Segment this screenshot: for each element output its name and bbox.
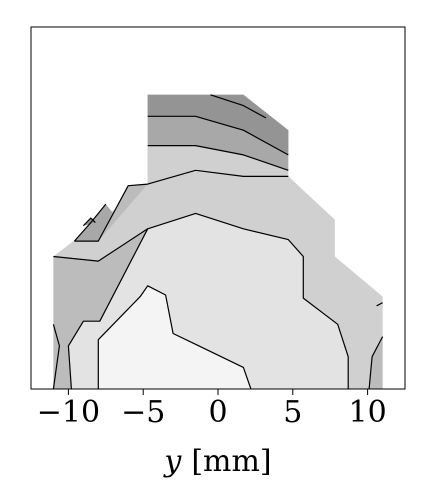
x-axis: −10 −5 0 5 10 [37,389,387,430]
x-axis-label: y [mm] [162,444,271,479]
contour-line-6 [74,169,289,242]
contour-line-11 [210,94,267,119]
contour-line-9 [147,145,289,171]
contour-region-9 [98,285,251,389]
contour-line-layer [52,94,384,389]
contour-region-1 [147,94,289,155]
contour-line-2 [97,285,252,389]
contour-line-4 [368,336,384,389]
x-tick-label: −5 [121,395,165,430]
contour-line-5 [376,302,383,307]
contour-region-7 [369,336,383,389]
contour-line-3 [52,324,61,389]
x-axis-variable: y [162,444,182,479]
contour-region-4 [98,184,148,242]
contour-fill-layer [53,94,383,389]
x-axis-unit: [mm] [191,444,271,479]
x-tick-label: 5 [283,395,302,430]
contour-region-2 [53,145,383,357]
x-tick-label: 0 [208,395,227,430]
contour-line-10 [147,115,289,156]
contour-region-8 [68,213,349,389]
contour-region-3 [53,228,148,389]
contour-line-0 [53,212,349,389]
contour-line-7 [73,203,107,242]
x-tick-label: 10 [349,395,387,430]
contour-line-1 [67,228,149,389]
contour-line-8 [82,217,96,227]
x-tick-label: −10 [37,395,100,430]
